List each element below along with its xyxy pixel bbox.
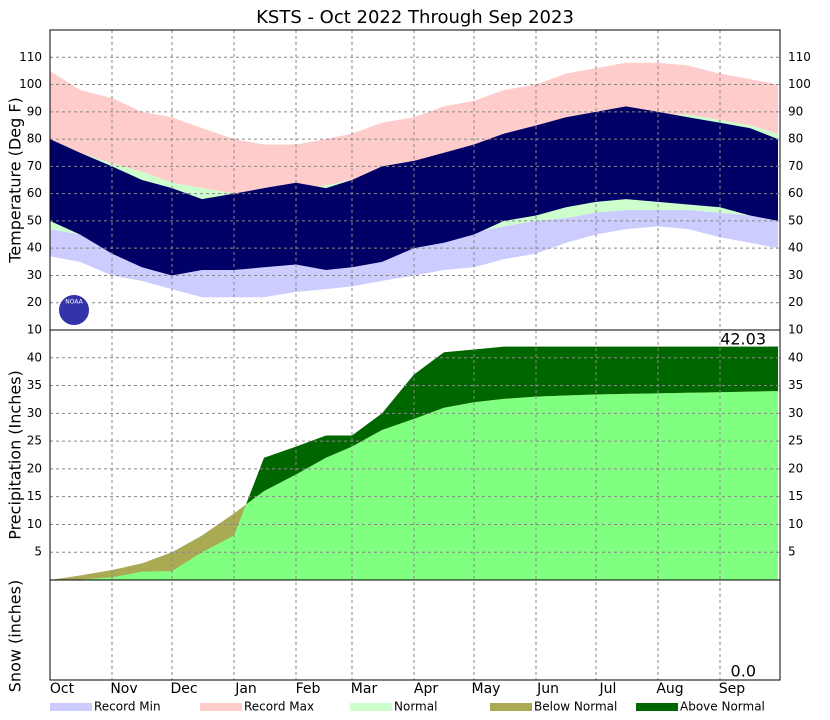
y-tick-label: 40 [27,241,42,255]
y-tick-label: 5 [34,545,42,559]
observed-band [50,106,778,276]
y-tick-label-right: 20 [788,461,803,475]
y-tick-label-right: 80 [788,132,803,146]
y-tick-label: 70 [27,159,42,173]
y-tick-label: 80 [27,132,42,146]
y-axis-label: Snow (inches) [6,580,25,692]
y-tick-label: 10 [27,323,42,337]
y-tick-label-right: 70 [788,159,803,173]
legend-label: Record Max [244,700,314,714]
x-tick-label: Jun [536,681,559,697]
y-tick-label: 90 [27,104,42,118]
legend-label: Record Min [94,700,161,714]
x-tick-label: May [472,681,501,697]
y-tick-label-right: 35 [788,378,803,392]
y-tick-label: 110 [19,50,42,64]
legend-swatch [636,703,678,711]
x-tick-label: Aug [656,681,683,697]
y-tick-label: 10 [27,517,42,531]
y-tick-label-right: 30 [788,406,803,420]
logo [57,293,91,327]
y-tick-label-right: 40 [788,241,803,255]
x-tick-label: Jan [234,681,257,697]
legend-swatch [490,703,532,711]
y-axis-label: Temperature (Deg F) [6,97,25,264]
x-tick-label: Sep [719,681,746,697]
legend-swatch [350,703,392,711]
x-tick-label: Apr [414,681,438,697]
y-tick-label: 60 [27,186,42,200]
x-tick-label: Jul [599,681,617,697]
y-tick-label-right: 60 [788,186,803,200]
legend-label: Normal [394,700,437,714]
y-tick-label-right: 10 [788,517,803,531]
y-tick-label: 35 [27,378,42,392]
total-label: 0.0 [731,662,756,681]
y-tick-label-right: 25 [788,434,803,448]
y-tick-label: 25 [27,434,42,448]
legend-swatch [200,703,242,711]
logo-text: NOAA [65,299,83,306]
y-tick-label-right: 5 [788,545,796,559]
chart-title: KSTS - Oct 2022 Through Sep 2023 [256,7,574,28]
legend-label: Above Normal [680,700,765,714]
y-tick-label: 15 [27,489,42,503]
y-tick-label-right: 100 [788,77,811,91]
x-tick-label: Oct [50,681,75,697]
y-tick-label: 20 [27,461,42,475]
legend-swatch [50,703,92,711]
x-tick-label: Feb [296,681,321,697]
y-tick-label-right: 40 [788,350,803,364]
y-tick-label-right: 15 [788,489,803,503]
y-tick-label: 50 [27,213,42,227]
y-tick-label-right: 20 [788,295,803,309]
legend-label: Below Normal [534,700,617,714]
y-tick-label-right: 50 [788,213,803,227]
y-tick-label-right: 30 [788,268,803,282]
x-tick-label: Nov [110,681,137,697]
y-tick-label: 20 [27,295,42,309]
y-tick-label: 30 [27,268,42,282]
y-axis-label: Precipitation (Inches) [6,370,25,540]
y-tick-label: 30 [27,406,42,420]
y-tick-label-right: 10 [788,323,803,337]
x-tick-label: Mar [351,681,378,697]
y-tick-label-right: 90 [788,104,803,118]
panel-frame [49,579,781,681]
x-tick-label: Dec [170,681,197,697]
y-tick-label: 100 [19,77,42,91]
total-label: 42.03 [720,330,766,349]
y-tick-label: 40 [27,350,42,364]
y-tick-label-right: 110 [788,50,811,64]
